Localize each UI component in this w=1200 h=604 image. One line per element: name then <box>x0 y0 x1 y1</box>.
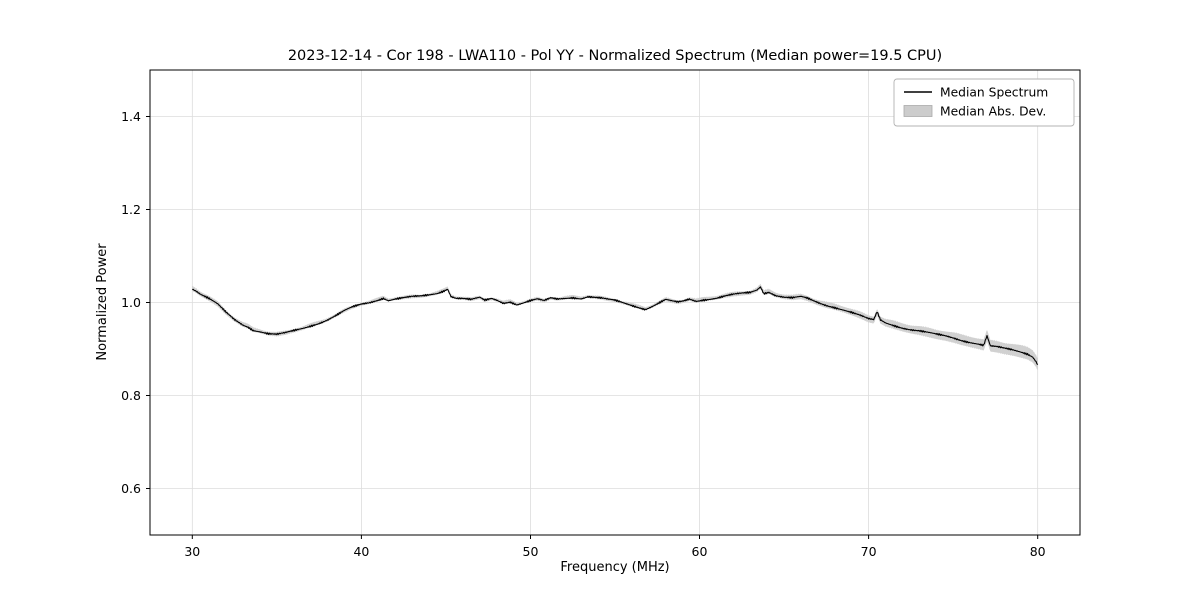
x-tick-label: 30 <box>184 544 200 559</box>
legend-label: Median Spectrum <box>940 85 1048 99</box>
chart-title: 2023-12-14 - Cor 198 - LWA110 - Pol YY -… <box>288 48 942 64</box>
legend-band-sample <box>903 105 933 117</box>
x-tick-label: 60 <box>692 544 708 559</box>
y-tick-label: 0.8 <box>121 388 141 403</box>
y-axis-label: Normalized Power <box>95 243 110 361</box>
x-tick-label: 80 <box>1030 544 1046 559</box>
legend-box <box>893 78 1075 127</box>
y-tick-label: 1.0 <box>121 295 141 310</box>
y-tick-label: 0.6 <box>121 481 141 496</box>
legend-label: Median Abs. Dev. <box>940 104 1046 118</box>
y-tick-label: 1.2 <box>121 202 141 217</box>
tick-labels: 30 40 50 60 70 80 0.6 0.8 1.0 1.2 1.4 <box>121 109 1046 559</box>
axes-frame <box>146 69 1081 539</box>
median-spectrum-path <box>192 286 1039 365</box>
median-spectrum-line <box>192 286 1039 365</box>
x-tick-label: 40 <box>353 544 369 559</box>
x-tick-label: 70 <box>861 544 877 559</box>
legend: Median Spectrum Median Abs. Dev. <box>893 78 1075 127</box>
x-tick-label: 50 <box>523 544 539 559</box>
median-abs-dev-band <box>192 283 1038 370</box>
y-tick-label: 1.4 <box>121 109 141 124</box>
x-axis-label: Frequency (MHz) <box>560 560 669 575</box>
grid-lines <box>150 70 1080 535</box>
mad-band-area <box>192 283 1038 370</box>
